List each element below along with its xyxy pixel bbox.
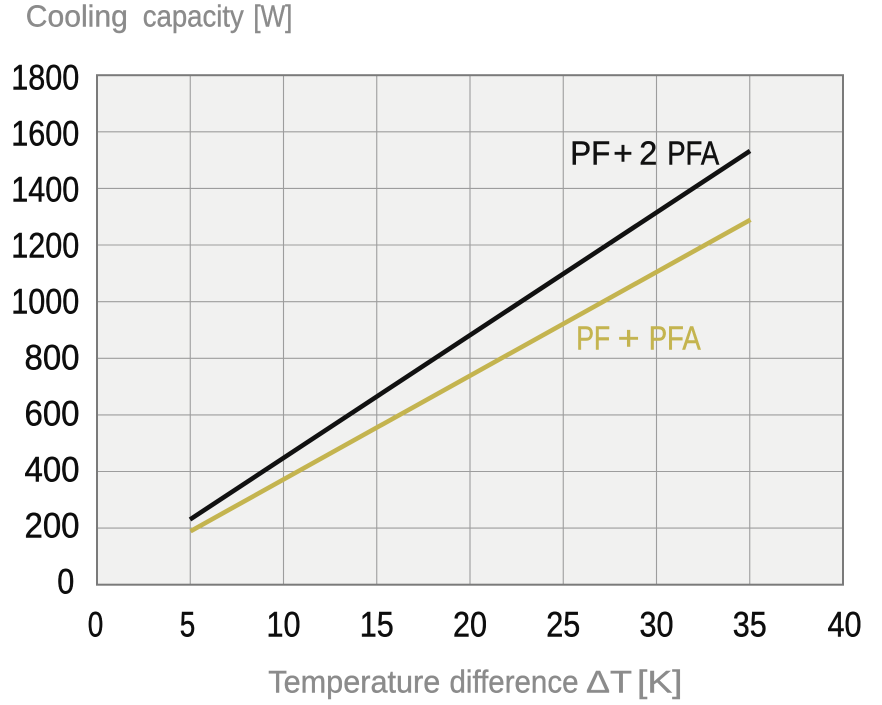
svg-text:1400: 1400 — [11, 170, 79, 209]
svg-text:5: 5 — [180, 606, 196, 645]
svg-text:40: 40 — [828, 606, 862, 645]
svg-text:[K]: [K] — [637, 663, 683, 699]
svg-text:+: + — [618, 319, 640, 356]
svg-text:+: + — [613, 135, 633, 172]
svg-text:1200: 1200 — [11, 226, 79, 265]
svg-text:200: 200 — [25, 506, 80, 545]
svg-text:PFA: PFA — [649, 319, 701, 356]
svg-text:0: 0 — [88, 606, 104, 645]
svg-text:PF: PF — [570, 135, 610, 172]
svg-text:15: 15 — [360, 606, 394, 645]
svg-text:Temperature: Temperature — [268, 663, 440, 699]
svg-text:1000: 1000 — [11, 282, 79, 321]
svg-text:PFA: PFA — [667, 135, 719, 172]
svg-text:35: 35 — [733, 606, 767, 645]
svg-text:400: 400 — [25, 450, 80, 489]
svg-text:2: 2 — [639, 135, 657, 172]
svg-text:30: 30 — [640, 606, 674, 645]
svg-text:800: 800 — [25, 338, 80, 377]
svg-text:1800: 1800 — [11, 58, 79, 97]
svg-text:PF: PF — [576, 319, 610, 356]
svg-text:difference: difference — [450, 663, 579, 699]
svg-text:20: 20 — [453, 606, 487, 645]
svg-text:1600: 1600 — [11, 114, 79, 153]
svg-text:600: 600 — [25, 394, 80, 433]
svg-text:25: 25 — [546, 606, 580, 645]
svg-text:ΔT: ΔT — [586, 663, 632, 699]
svg-text:Cooling: Cooling — [26, 0, 128, 34]
svg-text:10: 10 — [267, 606, 301, 645]
svg-text:capacity: capacity — [143, 0, 244, 34]
svg-text:0: 0 — [57, 562, 74, 601]
svg-text:[W]: [W] — [253, 0, 292, 34]
